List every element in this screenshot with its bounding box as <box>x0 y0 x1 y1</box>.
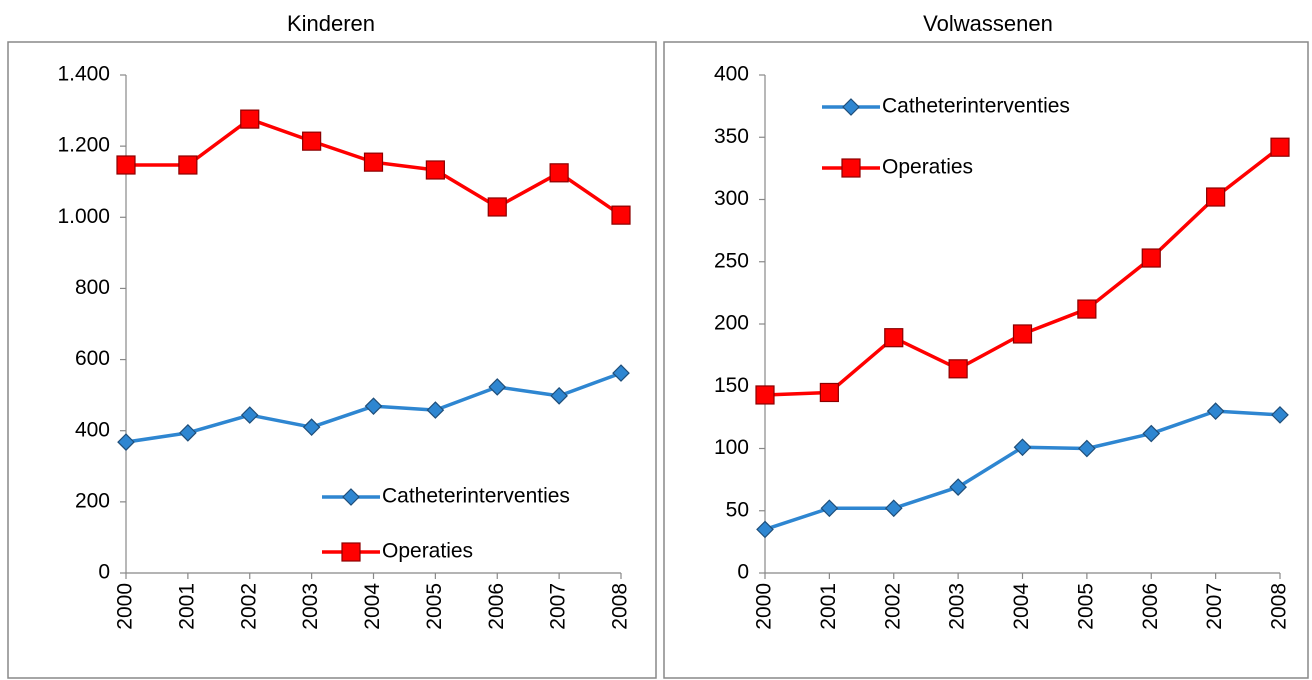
marker <box>611 205 631 225</box>
marker <box>178 155 198 175</box>
marker <box>1271 406 1289 424</box>
legend-marker <box>841 158 861 178</box>
marker <box>426 401 445 419</box>
marker <box>820 499 839 518</box>
marker <box>425 160 445 180</box>
y-tick-label: 200 <box>75 489 110 512</box>
marker <box>1077 299 1097 319</box>
marker <box>884 499 903 518</box>
marker <box>240 109 260 129</box>
y-tick-label: 800 <box>75 276 110 299</box>
y-tick-label: 1.200 <box>57 134 110 157</box>
x-tick-label: 2000 <box>753 583 776 630</box>
marker <box>240 406 259 424</box>
chart-title: Volwassenen <box>923 11 1053 36</box>
y-tick-label: 0 <box>98 561 110 584</box>
legend-label: Operaties <box>382 540 473 563</box>
y-tick-label: 600 <box>75 347 110 370</box>
marker <box>612 364 630 382</box>
x-tick-label: 2007 <box>1203 583 1226 630</box>
y-tick-label: 300 <box>714 187 749 210</box>
marker <box>488 378 507 396</box>
marker <box>756 520 774 539</box>
marker <box>117 433 135 451</box>
x-tick-label: 2003 <box>946 583 969 630</box>
marker <box>179 424 197 442</box>
marker <box>550 387 568 405</box>
y-tick-label: 250 <box>714 249 749 272</box>
x-tick-label: 2005 <box>1074 583 1097 630</box>
marker <box>302 418 321 437</box>
x-tick-label: 2008 <box>1268 583 1291 630</box>
legend-marker <box>341 542 361 562</box>
y-tick-label: 400 <box>714 63 749 86</box>
y-tick-label: 350 <box>714 125 749 148</box>
marker <box>1078 439 1096 458</box>
marker <box>1141 248 1161 268</box>
marker <box>1142 424 1161 443</box>
x-tick-label: 2005 <box>423 583 446 630</box>
y-tick-label: 0 <box>737 561 749 584</box>
marker <box>1270 137 1290 157</box>
chart-title: Kinderen <box>287 11 375 36</box>
x-tick-label: 2006 <box>1139 583 1162 630</box>
x-tick-label: 2002 <box>881 583 904 630</box>
marker <box>755 385 775 405</box>
y-tick-label: 400 <box>75 418 110 441</box>
panel-frame <box>7 41 657 679</box>
series-line <box>764 145 1282 397</box>
marker <box>1012 324 1033 344</box>
marker <box>363 152 384 172</box>
x-tick-label: 2007 <box>547 583 570 630</box>
panel-frame <box>663 41 1309 679</box>
marker <box>949 478 967 496</box>
x-tick-label: 2001 <box>817 583 840 630</box>
legend-marker <box>842 98 860 116</box>
y-tick-label: 1.000 <box>57 205 110 228</box>
marker <box>364 397 383 416</box>
marker <box>1013 438 1032 457</box>
marker <box>302 131 322 151</box>
marker <box>549 163 569 183</box>
legend-label: Catheterinterventies <box>882 95 1070 118</box>
marker <box>819 382 839 403</box>
legend-label: Operaties <box>882 156 973 179</box>
y-tick-label: 200 <box>714 312 749 335</box>
x-tick-label: 2002 <box>237 583 260 630</box>
x-tick-label: 2004 <box>1010 583 1033 630</box>
legend-label: Catheterinterventies <box>382 485 570 508</box>
x-tick-label: 2000 <box>114 583 137 630</box>
marker <box>1206 402 1225 420</box>
marker <box>948 359 968 379</box>
marker <box>487 197 507 217</box>
x-tick-label: 2004 <box>361 583 384 630</box>
series-line <box>764 409 1281 532</box>
x-tick-label: 2001 <box>175 583 198 630</box>
marker <box>884 328 904 348</box>
legend-marker <box>342 488 360 506</box>
x-tick-label: 2003 <box>299 583 322 630</box>
x-tick-label: 2006 <box>485 583 508 630</box>
marker <box>1206 187 1226 207</box>
x-tick-label: 2008 <box>609 583 632 630</box>
y-tick-label: 100 <box>714 436 749 459</box>
marker <box>116 155 136 175</box>
y-tick-label: 150 <box>714 374 749 397</box>
y-tick-label: 50 <box>726 498 749 521</box>
y-tick-label: 1.400 <box>57 63 110 86</box>
